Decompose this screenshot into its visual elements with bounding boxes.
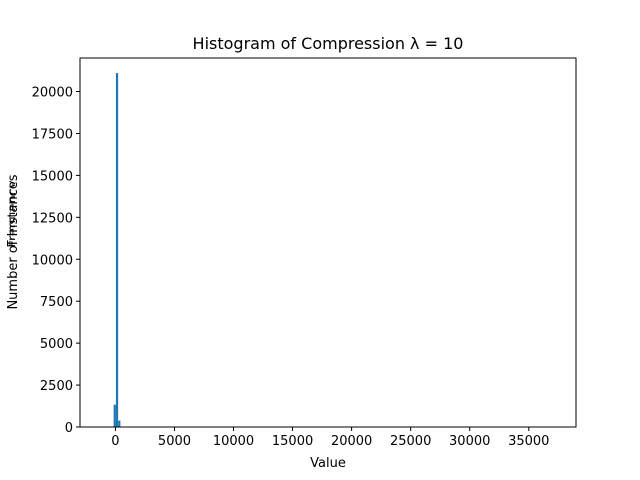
bars-group: [113, 73, 121, 427]
y-tick-label: 0: [65, 421, 73, 436]
x-tick-label: 25000: [390, 434, 431, 449]
y-tick-label: 7500: [40, 295, 73, 310]
y-tick-label: 12500: [32, 211, 73, 226]
histogram-bar-0: [113, 404, 116, 427]
histogram-bar-1: [115, 73, 119, 427]
y-tick-label: 17500: [32, 127, 73, 142]
x-tick-label: 10000: [213, 434, 254, 449]
x-tick-label: 30000: [449, 434, 490, 449]
y-tick-label: 10000: [32, 253, 73, 268]
x-tick-label: 35000: [508, 434, 549, 449]
chart-title: Histogram of Compression λ = 10: [193, 34, 464, 53]
y-tick-label: 5000: [40, 337, 73, 352]
x-axis-label: Value: [310, 456, 346, 471]
y-tick-label: 2500: [40, 379, 73, 394]
x-tick-label: 20000: [331, 434, 372, 449]
y-axis-label-overlap: Frequency: [6, 180, 21, 247]
plot-frame: [79, 57, 577, 428]
y-axis-ticks: 0 2500 5000 7500 10000 12500 15000 17500 20000: [32, 86, 80, 436]
histogram-bar-2: [118, 420, 121, 427]
x-axis-ticks: 0 5000 10000 15000 20000 25000 30000 35000: [111, 427, 549, 449]
y-tick-label: 20000: [32, 86, 73, 101]
x-tick-label: 5000: [158, 434, 191, 449]
x-tick-label: 0: [111, 434, 119, 449]
y-tick-label: 15000: [32, 169, 73, 184]
y-axis-label: Number of Instances: [6, 174, 21, 309]
x-tick-label: 15000: [272, 434, 313, 449]
